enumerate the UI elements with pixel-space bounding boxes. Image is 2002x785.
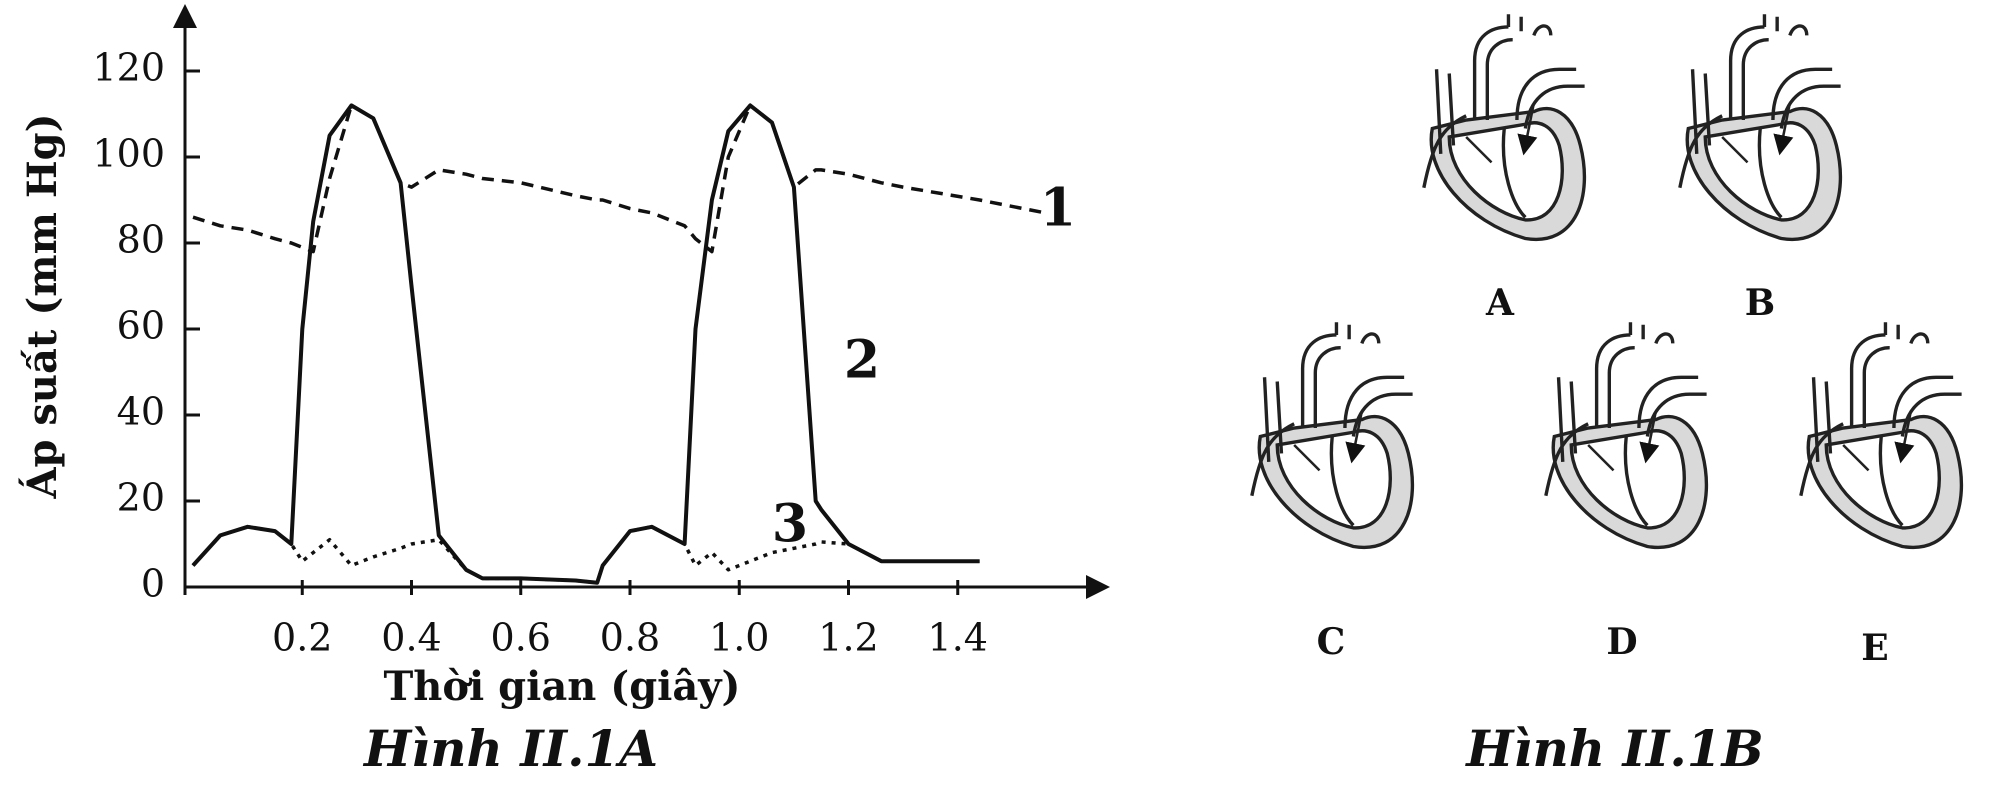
series-label: 3: [772, 494, 808, 555]
x-tick-label: 1.4: [928, 616, 988, 660]
y-axis-label: Áp suất (mm Hg): [19, 113, 66, 499]
y-tick-label: 0: [141, 562, 165, 606]
heart-label: B: [1745, 282, 1775, 324]
axes: [173, 3, 1110, 599]
x-tick-label: 1.0: [709, 616, 769, 660]
caption: Hình II.1B: [1464, 719, 1764, 778]
x-tick-label: 0.6: [491, 616, 551, 660]
x-axis-label: Thời gian (giây): [384, 663, 741, 710]
y-tick-label: 120: [92, 46, 165, 90]
series-label: 1: [1040, 178, 1076, 239]
heart-diagrams: [1252, 14, 1962, 547]
heart-d: [1546, 322, 1707, 547]
heart-label: E: [1861, 627, 1888, 669]
series-label: 2: [844, 330, 880, 391]
y-tick-label: 40: [117, 390, 165, 434]
y-tick-label: 80: [117, 218, 165, 262]
x-tick-label: 0.2: [272, 616, 332, 660]
heart-label: A: [1485, 282, 1515, 324]
series-line: [191, 525, 980, 585]
heart-label: D: [1606, 621, 1637, 663]
x-tick-label: 0.4: [381, 616, 441, 660]
heart-a: [1424, 14, 1585, 239]
y-tick-label: 100: [92, 132, 165, 176]
y-tick-label: 60: [117, 304, 165, 348]
heart-label: C: [1317, 621, 1346, 663]
x-tick-label: 0.8: [600, 616, 660, 660]
heart-b: [1680, 14, 1841, 239]
heart-e: [1801, 322, 1962, 547]
y-tick-label: 20: [117, 476, 165, 520]
caption: Hình II.1A: [362, 719, 658, 778]
x-tick-label: 1.2: [818, 616, 878, 660]
heart-c: [1252, 322, 1413, 547]
series-line: [191, 103, 980, 585]
